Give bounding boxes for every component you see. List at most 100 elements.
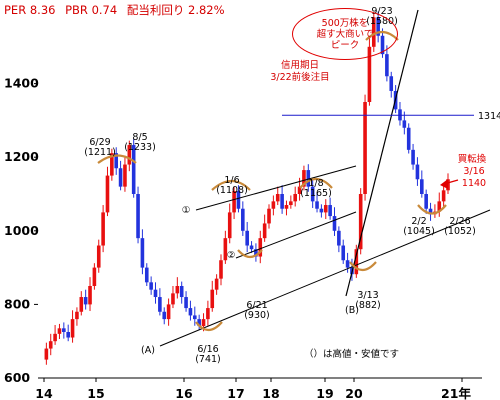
- x-tick-label: 20: [345, 386, 363, 400]
- buy-signal-price: 1140: [462, 178, 486, 189]
- candle-body: [389, 76, 394, 91]
- candle-body: [367, 46, 372, 102]
- x-tick-label: 15: [87, 386, 104, 400]
- candle-body: [345, 260, 350, 268]
- annotation-date: 6/21: [246, 300, 267, 311]
- candle-body: [319, 208, 324, 213]
- candle-body: [201, 319, 206, 327]
- annotation-price: (1211): [84, 147, 116, 158]
- candle-body: [323, 205, 328, 213]
- candle-body: [197, 319, 201, 327]
- candle-body: [188, 308, 193, 316]
- candle-body: [267, 208, 271, 224]
- candle-body: [245, 230, 249, 246]
- volume-peak-line-2: 超す大商いで: [316, 28, 374, 40]
- arc-6-21-low: [237, 249, 263, 259]
- candle-body: [131, 145, 136, 194]
- candle-body: [424, 194, 428, 209]
- trendline-B: [345, 9, 419, 297]
- candle-body: [415, 164, 420, 180]
- trendline-marker: ②: [227, 250, 236, 261]
- y-tick-label: 1200: [4, 149, 39, 164]
- candle-body: [363, 102, 367, 194]
- candle-body: [83, 297, 88, 305]
- candle-body: [153, 289, 158, 298]
- annotation-price: (741): [195, 354, 221, 365]
- trendline-2: [235, 211, 357, 259]
- candle-body: [337, 230, 341, 246]
- candle-body: [53, 333, 57, 342]
- annotation-price: (1233): [124, 142, 156, 153]
- annotation-price: (1108): [216, 185, 248, 196]
- y-tick-label: 800: [4, 296, 30, 311]
- candle-body: [214, 278, 219, 290]
- arc-1-6-high: [211, 179, 251, 191]
- candle-body: [88, 286, 92, 305]
- candle-body: [149, 282, 153, 290]
- candle-body: [275, 194, 280, 202]
- candle-body: [92, 267, 97, 286]
- candle-body: [232, 191, 236, 213]
- candle-body: [328, 205, 332, 217]
- candle-body: [62, 328, 66, 332]
- x-tick-label: 19: [316, 386, 333, 400]
- candle-body: [262, 223, 267, 239]
- candle-body: [57, 328, 62, 334]
- candle-body: [192, 315, 197, 320]
- candle-body: [110, 153, 114, 176]
- arc-6-16-low: [195, 321, 223, 332]
- trendline-marker: (B): [345, 305, 359, 316]
- trendline-marker: ①: [182, 205, 191, 216]
- annotation-date: 6/16: [197, 344, 218, 355]
- x-tick-label: 16: [175, 386, 193, 400]
- annotation-date: 9/23: [371, 6, 392, 17]
- candle-body: [127, 145, 132, 165]
- candle-body: [179, 286, 184, 298]
- annotation-price: (930): [244, 310, 270, 321]
- trendline-1: [195, 165, 357, 211]
- candle-body: [354, 249, 359, 275]
- candle-body: [315, 201, 319, 209]
- annotation-date: 8/5: [132, 132, 147, 143]
- candle-body: [241, 208, 245, 231]
- annotation-date: 6/29: [89, 137, 110, 148]
- candle-body: [284, 205, 289, 209]
- candle-body: [75, 311, 79, 320]
- annotation-date: 3/13: [357, 290, 378, 301]
- candle-body: [411, 149, 415, 165]
- candle-body: [258, 238, 263, 257]
- candle-body: [271, 201, 276, 209]
- candle-body: [402, 120, 407, 128]
- candle-body: [236, 191, 241, 209]
- annotation-price: (1165): [300, 188, 332, 199]
- candle-body: [101, 212, 105, 246]
- candle-body: [66, 332, 70, 338]
- candle-body: [223, 238, 228, 261]
- annotation-price: (1052): [444, 226, 476, 237]
- candle-body: [48, 341, 53, 349]
- y-tick-label: 1000: [4, 223, 39, 238]
- candle-body: [136, 194, 140, 239]
- credit-line-2: 3/22前後注目: [270, 72, 330, 83]
- candle-body: [123, 164, 127, 187]
- candle-body: [289, 201, 293, 206]
- volume-peak-note: 500万株を 超す大商いで ピーク: [292, 8, 398, 60]
- buy-signal-arrow-head: [440, 179, 448, 189]
- candle-body: [175, 286, 180, 294]
- candle-body: [70, 319, 75, 338]
- candle-body: [341, 245, 346, 261]
- arc-1-8-high: [299, 177, 333, 189]
- candle-body: [437, 201, 442, 212]
- arc-2-low: [417, 204, 447, 215]
- dividend-yield: 配当利回り 2.82%: [126, 3, 225, 17]
- candle-body: [144, 267, 149, 283]
- candle-body: [227, 212, 232, 239]
- pbr-value: PBR 0.74: [65, 3, 118, 17]
- trendline-A: [159, 209, 491, 347]
- annotation-date: 2/2: [411, 216, 426, 227]
- candle-body: [219, 260, 223, 279]
- annotation-price: (1045): [403, 226, 435, 237]
- candle-body: [254, 249, 258, 257]
- candle-body: [428, 208, 433, 215]
